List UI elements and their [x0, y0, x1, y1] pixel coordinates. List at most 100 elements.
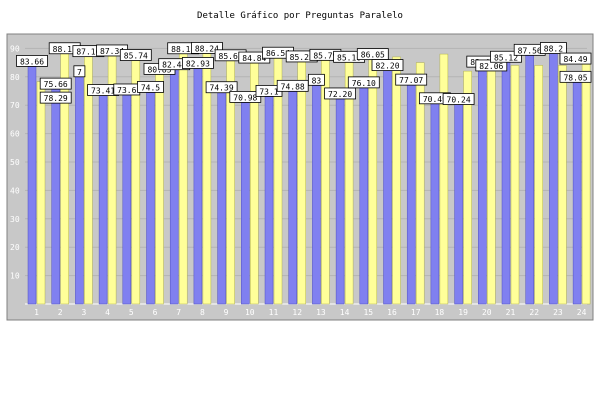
data-label-box — [324, 87, 357, 100]
data-label: 84.84 — [242, 54, 266, 63]
data-label: 73.6 — [117, 86, 136, 95]
x-tick-label: 17 — [411, 308, 421, 317]
bar-series1 — [501, 62, 511, 305]
data-label-box — [442, 93, 475, 105]
bar-series2 — [36, 81, 46, 305]
bar-series1 — [264, 96, 274, 305]
x-tick-label: 23 — [553, 308, 563, 317]
data-label: 77.07 — [399, 76, 423, 85]
bar-series2 — [297, 61, 306, 305]
data-label-box — [229, 91, 262, 103]
data-label-box — [205, 81, 238, 94]
y-tick-label: 50 — [10, 158, 20, 167]
data-label: 74.5 — [141, 83, 160, 92]
bar-series1 — [193, 68, 203, 305]
x-tick-label: 3 — [81, 308, 86, 317]
chart-title: Detalle Gráfico por Preguntas Paralelo — [197, 11, 403, 21]
bar-series1 — [525, 55, 534, 305]
x-tick-label: 8 — [200, 308, 205, 317]
data-label-box — [190, 41, 223, 54]
data-label: 70.49 — [423, 95, 447, 104]
bar-series2 — [392, 56, 401, 305]
x-tick-label: 1 — [34, 308, 39, 317]
y-tick-label: 30 — [10, 215, 20, 224]
bar-series2 — [534, 65, 543, 305]
bar-series2 — [178, 53, 188, 305]
bar-series1 — [406, 84, 416, 305]
data-label: 78.29 — [44, 94, 68, 103]
y-tick-label: 90 — [10, 44, 20, 53]
data-label: 87.34 — [100, 47, 124, 56]
bar-series2 — [131, 60, 141, 305]
bar-series1 — [572, 82, 582, 305]
bar-series2 — [439, 53, 449, 305]
x-tick-label: 11 — [269, 308, 279, 317]
x-tick-label: 21 — [506, 308, 516, 317]
data-label-box — [137, 81, 164, 93]
x-tick-label: 2 — [58, 308, 63, 317]
data-label: 86.54 — [266, 49, 290, 58]
y-tick-label: 60 — [10, 130, 20, 139]
bar-series1 — [312, 85, 321, 305]
data-label: 88.24 — [195, 44, 219, 53]
x-tick-label: 5 — [129, 308, 134, 317]
x-tick-label: 9 — [224, 308, 229, 317]
x-tick-label: 18 — [435, 308, 445, 317]
data-label-box — [490, 50, 522, 63]
data-label-box — [559, 52, 592, 65]
x-tick-label: 6 — [153, 308, 158, 317]
data-label-box — [73, 65, 86, 78]
bar-series2 — [463, 70, 472, 305]
bar-series1 — [122, 94, 132, 305]
data-label-box — [39, 91, 72, 104]
x-tick-label: 14 — [340, 308, 350, 317]
data-label: 83 — [312, 76, 322, 85]
data-label: 84.49 — [563, 55, 587, 64]
bar-series1 — [478, 66, 487, 305]
bar-series1 — [549, 53, 558, 305]
data-label-box — [347, 76, 380, 89]
x-tick-label: 4 — [105, 308, 110, 317]
y-tick-label: 10 — [10, 272, 20, 281]
bar-series1 — [27, 66, 37, 305]
y-tick-label: 20 — [10, 243, 20, 252]
data-label: 73.41 — [91, 87, 115, 96]
bar-series2 — [368, 59, 378, 305]
bar-series2 — [558, 65, 567, 305]
bar-series1 — [383, 70, 392, 305]
data-label: 88.11 — [171, 45, 195, 54]
x-tick-label: 10 — [245, 308, 255, 317]
bar-series2 — [487, 70, 496, 305]
bar-series1 — [98, 95, 108, 305]
bar-series1 — [146, 92, 155, 305]
x-tick-label: 12 — [292, 308, 302, 317]
data-label: 75.66 — [44, 80, 68, 89]
data-label-box — [276, 79, 309, 92]
x-tick-label: 7 — [176, 308, 181, 317]
y-tick-label: 80 — [10, 73, 20, 82]
bar-series1 — [430, 103, 440, 305]
x-tick-label: 16 — [387, 308, 397, 317]
data-label: 70.24 — [447, 96, 471, 105]
bar-series1 — [359, 87, 369, 305]
data-label: 74.88 — [281, 82, 305, 91]
bar-series2 — [60, 53, 69, 305]
y-tick-label: 70 — [10, 101, 20, 110]
data-label: 86.05 — [361, 51, 385, 60]
data-label: 88.2 — [544, 45, 563, 54]
data-label: 82.93 — [186, 59, 210, 68]
data-label-box — [540, 42, 567, 54]
data-label: 70.98 — [233, 93, 257, 102]
data-label: 76.10 — [352, 79, 376, 88]
data-label: 82.20 — [375, 62, 399, 71]
x-tick-label: 24 — [577, 308, 587, 317]
x-tick-label: 15 — [363, 308, 373, 317]
data-label: 72.20 — [328, 90, 352, 99]
data-label: 82.44 — [162, 61, 186, 70]
x-tick-label: 20 — [482, 308, 492, 317]
data-label: 85.79 — [313, 51, 337, 60]
bar-series1 — [335, 98, 345, 305]
data-label: 87.10 — [76, 48, 100, 57]
bar-series1 — [288, 91, 297, 305]
